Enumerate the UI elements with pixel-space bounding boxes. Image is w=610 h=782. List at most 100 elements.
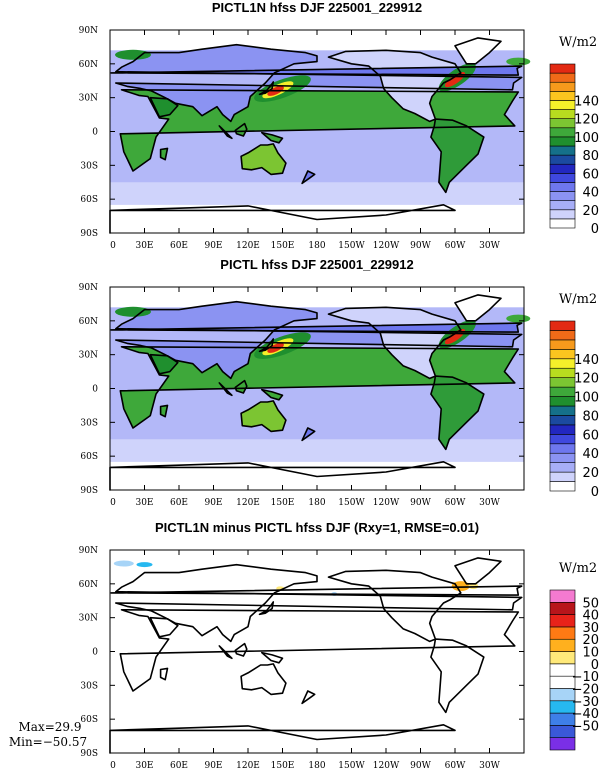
x-tick-label: 90W <box>410 761 431 771</box>
y-tick-label: 60N <box>79 317 98 327</box>
coastline-sumatra <box>218 645 233 660</box>
coastline-nz <box>301 170 316 185</box>
colorbar-swatch <box>549 81 576 92</box>
coastline-australia <box>240 143 287 176</box>
colorbar-tick-label: 20 <box>582 633 599 648</box>
coastline-namerica <box>327 569 462 643</box>
y-tick-label: 30N <box>79 351 98 361</box>
coastline-madagascar <box>159 404 169 418</box>
colorbar-tick-label: 20 <box>582 466 599 481</box>
anomaly-negative-barents <box>113 560 134 567</box>
land-borneo <box>235 380 247 393</box>
x-tick-label: 30W <box>479 498 500 508</box>
coastline-samerica <box>430 638 485 714</box>
colorbar-tick-label: 80 <box>582 409 599 424</box>
nordic-sea-zone <box>115 306 151 317</box>
colorbar-swatch <box>549 602 576 615</box>
x-tick-label: 120W <box>373 498 400 508</box>
colorbar-tick-label: 140 <box>574 94 599 109</box>
colorbar-swatch <box>549 320 576 331</box>
coastline-arabia <box>149 96 179 118</box>
coastline-greenland <box>454 557 502 585</box>
colorbar-tick-label: 40 <box>582 447 599 462</box>
colorbar-swatch <box>549 339 576 350</box>
coastline-namerica <box>327 49 462 123</box>
colorbar-swatch <box>549 737 576 751</box>
coastline-madagascar <box>159 667 169 681</box>
y-tick-label: 90S <box>80 486 98 496</box>
y-tick-label: 60N <box>79 60 98 70</box>
land-ngp <box>261 389 283 400</box>
x-tick-label: 30W <box>479 761 500 771</box>
x-tick-label: 0 <box>110 241 116 251</box>
coastline-borneo <box>234 379 248 394</box>
coastline-japan <box>258 338 275 353</box>
coastline-australia <box>240 400 287 433</box>
land-australia <box>241 143 286 175</box>
coastline-borneo <box>234 122 248 137</box>
coastline-ngp <box>260 651 284 664</box>
x-tick-label: 90W <box>410 498 431 508</box>
colorbar-swatch <box>549 136 576 147</box>
x-tick-label: 60W <box>445 498 466 508</box>
colorbar-swatch <box>549 145 576 156</box>
land-borneo <box>235 123 247 136</box>
land-europe_asia <box>115 301 522 379</box>
colorbar-swatch <box>549 471 576 482</box>
coastline-samerica <box>430 375 485 451</box>
colorbar-swatch <box>549 405 576 416</box>
panel-title: PICTL1N minus PICTL hfss DJF (Rxy=1, RMS… <box>155 520 479 535</box>
coastline-arabia <box>149 353 179 375</box>
y-tick-label: 30N <box>79 94 98 104</box>
map-panel-2: PICTL hfss DJF 225001_229912 90N 60N 30N 0 30… <box>79 257 599 508</box>
colorbar-swatch <box>549 377 576 388</box>
land-europe_asia <box>115 44 522 122</box>
colorbar-tick-label: −40 <box>572 707 599 722</box>
colorbar-swatch <box>549 218 576 229</box>
x-tick-label: 120E <box>236 241 260 251</box>
colorbar-tick-label: −10 <box>572 670 599 685</box>
colorbar-swatch <box>549 191 576 201</box>
colorbar-tick-label: 10 <box>582 646 599 661</box>
stat-min: Min=−50.57 <box>9 735 87 749</box>
y-tick-label: 30S <box>80 681 98 691</box>
colorbar-tick-label: 0 <box>591 658 599 673</box>
colorbar-tick-label: −30 <box>572 695 599 710</box>
coastline-namerica <box>327 306 462 380</box>
colorbar-swatch <box>549 386 576 397</box>
x-tick-label: 0 <box>110 498 116 508</box>
arctic-zero-band <box>110 30 524 51</box>
colorbar-tick-label: 30 <box>582 621 599 636</box>
x-tick-label: 60E <box>170 761 188 771</box>
y-tick-label: 90S <box>80 229 98 239</box>
land-greenland <box>455 294 501 321</box>
land-antarctica <box>110 204 455 233</box>
coastline-borneo <box>234 642 248 657</box>
colorbar-tick-label: 40 <box>582 609 599 624</box>
colorbar-tick-label: 120 <box>574 113 599 128</box>
x-tick-label: 60E <box>170 498 188 508</box>
panel-title: PICTL1N hfss DJF 225001_229912 <box>212 0 422 15</box>
colorbar-swatch <box>549 434 576 445</box>
y-tick-label: 30S <box>80 418 98 428</box>
colorbar-unit: W/m2 <box>559 35 597 50</box>
y-tick-label: 60N <box>79 580 98 590</box>
colorbar-swatch <box>549 651 576 665</box>
y-tick-label: 0 <box>92 385 98 395</box>
panel-title: PICTL hfss DJF 225001_229912 <box>220 257 413 272</box>
x-tick-label: 90E <box>204 241 222 251</box>
coastline-sumatra <box>218 125 233 140</box>
x-tick-label: 180 <box>308 498 325 508</box>
land-greenland <box>455 37 501 64</box>
coastline-uk <box>110 322 523 333</box>
x-tick-label: 150W <box>338 761 365 771</box>
colorbar-swatch <box>549 367 576 378</box>
colorbar-swatch <box>549 209 576 220</box>
colorbar-swatch <box>549 396 576 407</box>
y-tick-label: 0 <box>92 128 98 138</box>
coastline-nz <box>301 427 316 442</box>
y-tick-label: 90N <box>79 283 98 293</box>
land-ngp <box>261 132 283 143</box>
colorbar-swatch <box>549 63 576 74</box>
x-tick-label: 30E <box>135 498 153 508</box>
